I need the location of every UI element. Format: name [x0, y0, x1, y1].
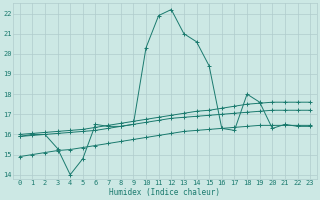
X-axis label: Humidex (Indice chaleur): Humidex (Indice chaleur) [109, 188, 220, 197]
